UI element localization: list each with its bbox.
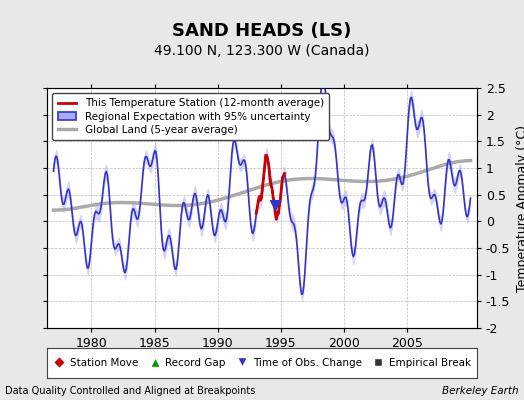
Legend: This Temperature Station (12-month average), Regional Expectation with 95% uncer: This Temperature Station (12-month avera… bbox=[52, 93, 329, 140]
Legend: Station Move, Record Gap, Time of Obs. Change, Empirical Break: Station Move, Record Gap, Time of Obs. C… bbox=[50, 355, 474, 371]
Text: SAND HEADS (LS): SAND HEADS (LS) bbox=[172, 22, 352, 40]
Text: 49.100 N, 123.300 W (Canada): 49.100 N, 123.300 W (Canada) bbox=[154, 44, 370, 58]
Text: Berkeley Earth: Berkeley Earth bbox=[442, 386, 519, 396]
Point bbox=[270, 202, 279, 209]
Y-axis label: Temperature Anomaly (°C): Temperature Anomaly (°C) bbox=[516, 124, 524, 292]
Text: Data Quality Controlled and Aligned at Breakpoints: Data Quality Controlled and Aligned at B… bbox=[5, 386, 256, 396]
